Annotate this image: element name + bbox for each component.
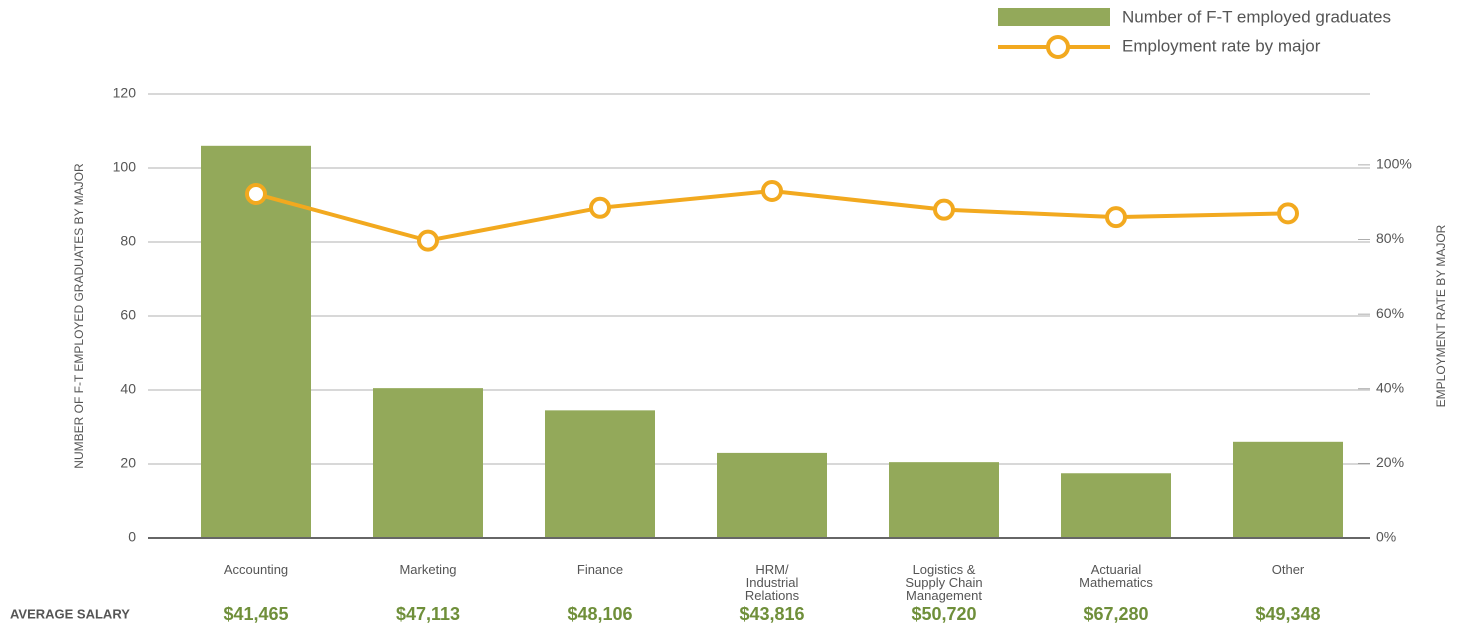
bar bbox=[1233, 441, 1343, 538]
legend-marker bbox=[1046, 35, 1070, 59]
rate-marker bbox=[761, 180, 783, 203]
bar bbox=[889, 462, 999, 538]
rate-marker bbox=[1105, 206, 1127, 229]
y-tick-label: 20 bbox=[120, 455, 136, 471]
bar bbox=[1061, 473, 1171, 538]
salary-value: $48,106 bbox=[567, 604, 633, 624]
legend-label: Number of F-T employed graduates bbox=[1122, 7, 1391, 26]
y-tick-label: 0 bbox=[128, 529, 136, 545]
y2-tick-label: 0% bbox=[1376, 529, 1396, 545]
salary-value: $49,348 bbox=[1255, 604, 1321, 624]
y-tick-label: 100 bbox=[113, 159, 137, 175]
rate-marker bbox=[417, 229, 439, 252]
salary-value: $67,280 bbox=[1083, 604, 1149, 624]
x-tick-label: Other bbox=[1271, 562, 1305, 577]
y-tick-label: 80 bbox=[120, 233, 136, 249]
rate-marker bbox=[589, 196, 611, 219]
salary-value: $41,465 bbox=[223, 604, 289, 624]
salary-value: $50,720 bbox=[911, 604, 977, 624]
x-tick-label: Marketing bbox=[399, 562, 457, 577]
bar bbox=[545, 410, 655, 538]
rate-marker bbox=[245, 182, 267, 205]
bar bbox=[373, 388, 483, 538]
y-axis-title: NUMBER OF F-T EMPLOYED GRADUATES BY MAJO… bbox=[72, 163, 86, 469]
y-tick-label: 40 bbox=[120, 381, 136, 397]
y-tick-label: 60 bbox=[120, 307, 136, 323]
x-tick-label: Actuarial Mathematics bbox=[1079, 562, 1153, 590]
y2-tick-label: 40% bbox=[1376, 379, 1404, 395]
x-tick-label: HRM/ Industrial Relations bbox=[744, 562, 800, 603]
y2-tick-label: 80% bbox=[1376, 230, 1404, 246]
y2-tick-label: 60% bbox=[1376, 305, 1404, 321]
y2-tick-label: 100% bbox=[1376, 156, 1412, 172]
x-tick-label: Accounting bbox=[223, 562, 289, 577]
y2-axis-title: EMPLOYMENT RATE BY MAJOR bbox=[1434, 224, 1448, 407]
legend-label: Employment rate by major bbox=[1122, 36, 1321, 55]
salary-value: $47,113 bbox=[395, 604, 461, 624]
x-tick-label: Logistics & Supply Chain Management bbox=[905, 562, 983, 603]
y2-tick-label: 20% bbox=[1376, 454, 1404, 470]
salary-label: AVERAGE SALARY bbox=[10, 606, 130, 621]
rate-marker bbox=[1277, 202, 1299, 225]
x-tick-label: Finance bbox=[576, 562, 624, 577]
rate-marker bbox=[933, 198, 955, 221]
bar bbox=[717, 452, 827, 538]
legend-swatch bbox=[998, 8, 1110, 26]
y-tick-label: 120 bbox=[113, 85, 137, 101]
salary-value: $43,816 bbox=[739, 604, 805, 624]
bar bbox=[201, 145, 311, 539]
